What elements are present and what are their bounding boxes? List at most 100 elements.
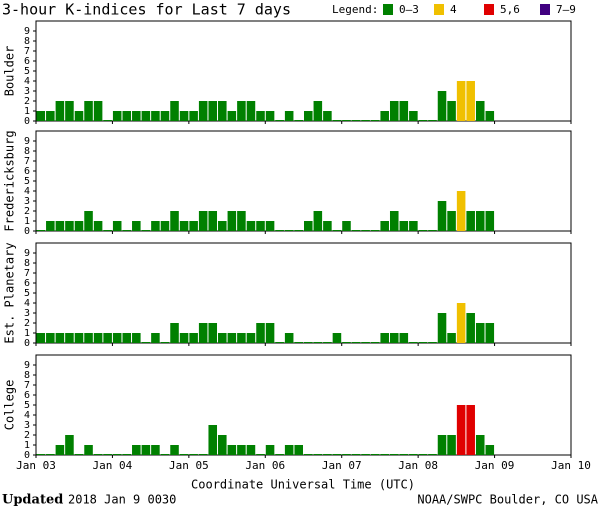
bar xyxy=(275,342,284,343)
bar xyxy=(132,333,141,343)
bar xyxy=(103,454,112,455)
bar xyxy=(208,323,218,343)
bar xyxy=(351,342,361,343)
y-tick-label: 6 xyxy=(24,390,30,401)
bar xyxy=(55,101,65,121)
chart-title: 3-hour K-indices for Last 7 days xyxy=(2,1,291,19)
bar xyxy=(284,111,294,121)
bar xyxy=(246,221,256,231)
bar xyxy=(399,333,409,343)
bar xyxy=(160,454,170,455)
bar xyxy=(198,101,208,121)
bar xyxy=(65,435,74,455)
bar xyxy=(323,221,332,231)
bar xyxy=(389,454,399,455)
x-tick-label: Jan 08 xyxy=(398,459,438,472)
bar xyxy=(428,342,437,343)
bar xyxy=(313,211,323,231)
bar xyxy=(323,111,332,121)
bar xyxy=(265,445,275,455)
bar xyxy=(466,313,475,343)
bar xyxy=(361,454,370,455)
y-tick-label: 8 xyxy=(24,258,30,269)
y-tick-label: 4 xyxy=(24,298,30,309)
y-tick-label: 7 xyxy=(24,156,30,167)
y-tick-label: 3 xyxy=(24,86,30,97)
y-tick-label: 3 xyxy=(24,196,30,207)
bar xyxy=(475,101,485,121)
bar xyxy=(466,405,475,455)
y-axis-title: Fredericksburg xyxy=(3,130,17,231)
y-tick-label: 2 xyxy=(24,430,30,441)
y-tick-label: 7 xyxy=(24,268,30,279)
bar xyxy=(218,221,227,231)
x-tick-label: Jan 09 xyxy=(475,459,515,472)
bar xyxy=(437,313,447,343)
bar xyxy=(447,101,456,121)
panel-frame xyxy=(35,20,572,122)
bar xyxy=(332,230,342,231)
bar xyxy=(160,221,170,231)
bar xyxy=(179,454,189,455)
bar xyxy=(332,454,342,455)
y-axis-title: College xyxy=(3,380,17,431)
bar xyxy=(456,191,466,231)
bar xyxy=(447,211,456,231)
y-tick-label: 1 xyxy=(24,440,30,451)
y-axis-title: Est. Planetary xyxy=(3,242,17,343)
bar xyxy=(380,111,389,121)
bar xyxy=(428,120,437,121)
bar xyxy=(294,120,303,121)
bar xyxy=(428,230,437,231)
bar xyxy=(342,454,351,455)
bar xyxy=(342,120,351,121)
bar xyxy=(409,342,418,343)
credit: NOAA/SWPC Boulder, CO USA xyxy=(417,493,598,507)
y-tick-label: 3 xyxy=(24,420,30,431)
bar xyxy=(151,111,160,121)
bar xyxy=(456,405,466,455)
bar xyxy=(84,333,93,343)
bar xyxy=(179,333,189,343)
bar xyxy=(294,230,303,231)
bar xyxy=(122,454,132,455)
bar xyxy=(294,342,303,343)
bar xyxy=(227,445,237,455)
bar xyxy=(380,221,389,231)
y-tick-label: 6 xyxy=(24,278,30,289)
bar xyxy=(55,445,65,455)
bar xyxy=(55,333,65,343)
y-tick-label: 7 xyxy=(24,46,30,57)
y-tick-label: 2 xyxy=(24,96,30,107)
y-tick-label: 0 xyxy=(24,116,30,127)
bar xyxy=(485,211,495,231)
bar xyxy=(93,333,103,343)
bar xyxy=(189,454,198,455)
bar xyxy=(227,211,237,231)
y-tick-label: 7 xyxy=(24,380,30,391)
bar xyxy=(103,230,112,231)
bar xyxy=(198,211,208,231)
y-tick-label: 9 xyxy=(24,136,30,147)
updated-label: Updated xyxy=(2,493,63,508)
bar xyxy=(122,111,132,121)
y-tick-label: 4 xyxy=(24,186,30,197)
bar xyxy=(189,333,198,343)
y-tick-label: 1 xyxy=(24,328,30,339)
bar xyxy=(265,111,275,121)
bar xyxy=(456,81,466,121)
bar xyxy=(275,454,284,455)
y-tick-label: 5 xyxy=(24,176,30,187)
bar xyxy=(313,454,323,455)
bar xyxy=(103,333,112,343)
bar xyxy=(237,211,246,231)
bar xyxy=(466,81,475,121)
bar xyxy=(74,333,84,343)
bar xyxy=(141,445,151,455)
bar xyxy=(55,221,65,231)
bar xyxy=(84,445,93,455)
bar xyxy=(361,120,370,121)
bar xyxy=(151,333,160,343)
bar xyxy=(389,333,399,343)
